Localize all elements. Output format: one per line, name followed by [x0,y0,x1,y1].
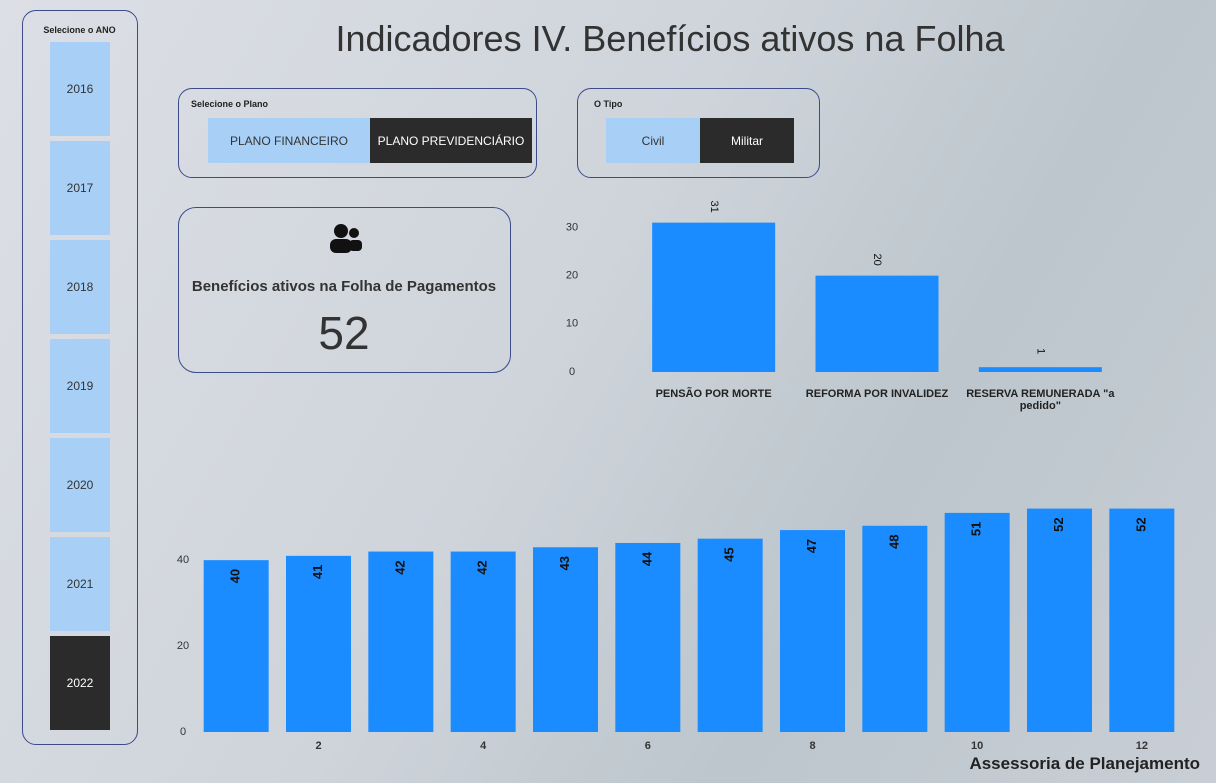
x-tick-label: REFORMA POR INVALIDEZ [799,388,955,400]
year-button[interactable]: 2018 [50,240,110,334]
y-tick-label: 40 [177,554,189,566]
y-tick-label: 0 [569,366,575,378]
value-label: 42 [475,560,490,574]
y-tick-label: 20 [177,640,189,652]
dashboard: Indicadores IV. Benefícios ativos na Fol… [0,0,1216,783]
bar [780,530,845,732]
value-label: 52 [1133,517,1148,531]
x-tick-label: 2 [315,740,321,752]
x-tick-label: 10 [971,740,983,752]
x-tick-label: 6 [645,740,651,752]
year-button[interactable]: 2017 [50,141,110,235]
bar [204,560,269,732]
x-tick-label: 12 [1136,740,1148,752]
value-label: 48 [886,535,901,549]
bar [1027,509,1092,732]
value-label: 31 [708,201,720,213]
value-label: 40 [228,569,243,583]
y-tick-label: 30 [566,221,578,233]
bar [1109,509,1174,732]
value-label: 43 [557,556,572,570]
bar [698,539,763,732]
bar [286,556,351,732]
bar [945,513,1010,732]
value-label: 45 [722,547,737,561]
year-button[interactable]: 2020 [50,438,110,532]
value-label: 44 [639,551,654,566]
x-tick-label: 4 [480,740,487,752]
value-label: 52 [1051,517,1066,531]
value-label: 42 [392,560,407,574]
value-label: 1 [1034,348,1046,354]
plan-button[interactable]: PLANO PREVIDENCIÁRIO [370,118,532,163]
value-label: 41 [310,565,325,579]
year-button[interactable]: 2016 [50,42,110,136]
bar [451,552,516,732]
y-tick-label: 10 [566,318,578,330]
value-label: 20 [871,254,883,266]
x-tick-label: 8 [809,740,815,752]
type-button[interactable]: Civil [606,118,700,163]
year-button[interactable]: 2019 [50,339,110,433]
bar [368,552,433,732]
value-label: 51 [969,522,984,536]
bar [862,526,927,732]
bar [533,547,598,732]
bar [979,367,1102,372]
x-tick-label: RESERVA REMUNERADA "a pedido" [962,388,1118,412]
x-tick-label: PENSÃO POR MORTE [636,388,792,400]
footer: Assessoria de Planejamento [969,754,1200,774]
y-tick-label: 20 [566,270,578,282]
type-button[interactable]: Militar [700,118,794,163]
year-button[interactable]: 2022 [50,636,110,730]
plan-button[interactable]: PLANO FINANCEIRO [208,118,370,163]
year-button[interactable]: 2021 [50,537,110,631]
bar [816,276,939,372]
bar [615,543,680,732]
bar [652,223,775,372]
value-label: 47 [804,539,819,553]
y-tick-label: 0 [180,726,186,738]
